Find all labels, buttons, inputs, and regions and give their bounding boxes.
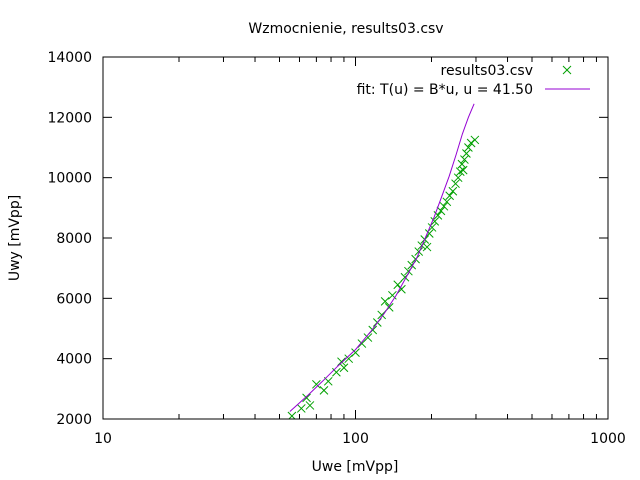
legend-label: results03.csv xyxy=(441,63,533,79)
plot-frame xyxy=(102,56,609,420)
data-point xyxy=(462,149,471,158)
y-tick-label: 14000 xyxy=(47,50,92,66)
data-point xyxy=(448,186,458,196)
data-point xyxy=(319,385,329,395)
data-point xyxy=(439,201,449,211)
x-axis-label: Uwe [mVpp] xyxy=(312,459,399,475)
data-point xyxy=(397,284,406,294)
data-point xyxy=(312,379,321,389)
legend: results03.csv fit: T(u) = B*u, u = 41.50 xyxy=(357,63,590,98)
data-point xyxy=(339,363,349,373)
data-point xyxy=(424,229,434,238)
data-point xyxy=(466,138,476,148)
data-point xyxy=(414,247,424,256)
y-axis-label: Uwy [mVpp] xyxy=(7,195,23,281)
y-tick-label: 4000 xyxy=(56,352,92,368)
data-point xyxy=(451,179,460,189)
fit-line xyxy=(289,103,475,412)
x-tick-label: 100 xyxy=(342,431,369,447)
y-tick-label: 2000 xyxy=(56,412,92,428)
data-point xyxy=(427,223,437,232)
data-point xyxy=(457,159,467,169)
data-point xyxy=(453,173,463,183)
data-point xyxy=(296,404,306,413)
legend-marker-swatch xyxy=(562,65,572,75)
data-point xyxy=(351,348,360,357)
x-tick-label: 10 xyxy=(94,431,112,447)
legend-label: fit: T(u) = B*u, u = 41.50 xyxy=(357,82,533,98)
data-point xyxy=(302,393,311,403)
y-tick-label: 6000 xyxy=(56,291,92,307)
data-point xyxy=(442,197,452,207)
data-point xyxy=(422,242,432,252)
data-point xyxy=(337,357,346,367)
data-point xyxy=(455,167,465,176)
data-point xyxy=(458,165,468,175)
y-tick-label: 12000 xyxy=(47,110,92,126)
data-point xyxy=(430,217,440,226)
data-point xyxy=(380,296,390,306)
data-point xyxy=(344,354,354,364)
x-tick-label: 1000 xyxy=(590,431,626,447)
chart-title: Wzmocnienie, results03.csv xyxy=(248,21,443,37)
plot-area xyxy=(287,103,480,419)
data-point xyxy=(388,290,397,300)
data-point xyxy=(332,367,341,377)
data-point xyxy=(464,143,473,152)
data-point xyxy=(436,206,446,216)
series-group xyxy=(287,103,480,419)
data-point xyxy=(445,191,455,201)
ticks: 2000 4000 6000 8000 10000 12000 14000 10 100 1000 xyxy=(47,50,625,447)
y-tick-label: 8000 xyxy=(56,231,92,247)
data-point xyxy=(377,310,387,320)
y-tick-label: 10000 xyxy=(47,171,92,187)
data-point xyxy=(305,401,315,410)
data-point xyxy=(363,333,373,342)
data-point xyxy=(460,155,469,164)
data-point xyxy=(470,135,480,145)
